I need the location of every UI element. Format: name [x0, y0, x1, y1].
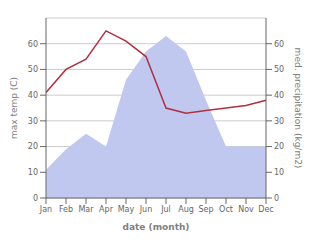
svg-text:30: 30: [274, 117, 284, 126]
svg-text:Jan: Jan: [39, 205, 52, 214]
svg-text:Jul: Jul: [160, 205, 171, 214]
svg-text:date (month): date (month): [123, 222, 190, 232]
svg-text:0: 0: [33, 194, 38, 203]
svg-text:50: 50: [28, 65, 38, 74]
svg-text:50: 50: [274, 65, 284, 74]
svg-text:20: 20: [274, 142, 284, 151]
svg-text:0: 0: [274, 194, 279, 203]
svg-text:Dec: Dec: [258, 205, 273, 214]
svg-text:40: 40: [28, 91, 38, 100]
svg-text:Sep: Sep: [198, 205, 213, 214]
svg-text:Jun: Jun: [139, 205, 153, 214]
svg-text:60: 60: [28, 40, 38, 49]
svg-text:60: 60: [274, 40, 284, 49]
svg-text:20: 20: [28, 142, 38, 151]
svg-text:Nov: Nov: [238, 205, 254, 214]
svg-text:med. precipitation (kg/m2): med. precipitation (kg/m2): [293, 48, 303, 169]
svg-text:May: May: [118, 205, 135, 214]
svg-text:Apr: Apr: [99, 205, 114, 214]
svg-text:10: 10: [274, 168, 284, 177]
svg-text:30: 30: [28, 117, 38, 126]
svg-text:max temp (C): max temp (C): [9, 77, 19, 139]
svg-text:Oct: Oct: [219, 205, 233, 214]
svg-text:40: 40: [274, 91, 284, 100]
svg-text:10: 10: [28, 168, 38, 177]
svg-text:Mar: Mar: [78, 205, 94, 214]
svg-text:Aug: Aug: [178, 205, 194, 214]
svg-text:Feb: Feb: [59, 205, 73, 214]
